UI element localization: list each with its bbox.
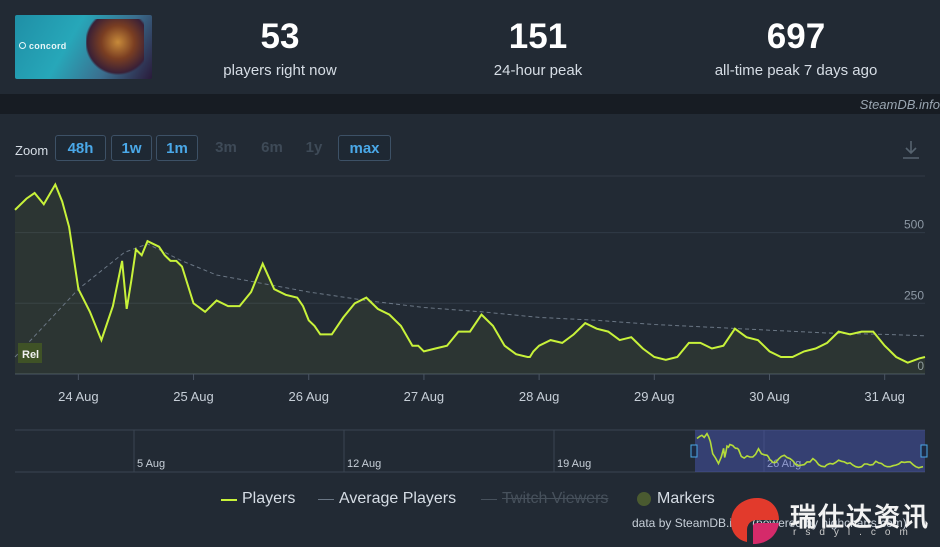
y-axis-ticks: 0 250 500: [904, 218, 924, 373]
zoom-max-button[interactable]: max: [338, 135, 391, 161]
legend-average[interactable]: Average Players: [318, 490, 468, 508]
navigator-tick-label: 12 Aug: [347, 458, 381, 470]
game-logo-text: concord: [29, 41, 67, 51]
game-thumbnail[interactable]: concord: [15, 15, 152, 79]
concord-logo-icon: [19, 42, 26, 49]
character-art: [86, 19, 144, 77]
y-tick-label: 0: [917, 359, 924, 373]
steamdb-brand[interactable]: SteamDB.info: [859, 97, 940, 112]
current-players-stat: 53 players right now: [170, 17, 390, 80]
chart-panel: Zoom 48h 1w 1m 3m 6m 1y max 0 250 500 24 A…: [0, 114, 940, 547]
navigator-selection: [695, 430, 925, 472]
x-tick-label: 31 Aug: [864, 389, 905, 404]
players-area: [15, 184, 925, 374]
navigator-left-handle: [690, 444, 698, 458]
peak-24h-label: 24-hour peak: [493, 62, 583, 79]
release-marker-box: [18, 343, 42, 363]
navigator-tick-label: 19 Aug: [557, 458, 591, 470]
stats-panel: concord 53 players right now 151 24-hour…: [0, 0, 940, 94]
x-tick-label: 28 Aug: [519, 389, 560, 404]
legend-twitch-label: Twitch Viewers: [502, 490, 609, 507]
y-tick-label: 500: [904, 218, 924, 232]
zoom-6m-button[interactable]: 6m: [261, 139, 283, 156]
zoom-48h-button[interactable]: 48h: [55, 135, 106, 161]
markers-dot-icon: [637, 492, 651, 506]
average-players-line: [14, 243, 926, 358]
zoom-1m-button[interactable]: 1m: [156, 135, 198, 161]
player-chart[interactable]: 0 250 500 24 Aug 25 Aug 26 Aug 27 Aug 28 Aug 29…: [0, 114, 940, 547]
legend-twitch[interactable]: Twitch Viewers: [481, 490, 631, 508]
watermark-logo-icon: [731, 498, 779, 544]
legend-markers-label: Markers: [657, 490, 715, 507]
zoom-3m-button[interactable]: 3m: [215, 139, 237, 156]
navigator-tick-label: 5 Aug: [137, 458, 165, 470]
x-axis-ticks: 24 Aug 25 Aug 26 Aug 27 Aug 28 Aug 29 Aug 30 A…: [15, 373, 925, 404]
peak-24h-value: 151: [508, 17, 568, 56]
watermark-subtitle: rsdyl.com: [793, 527, 917, 538]
watermark-title: 瑞仕达资讯: [790, 502, 931, 532]
x-tick-label: 25 Aug: [173, 389, 214, 404]
legend-average-swatch: [318, 499, 334, 500]
x-tick-label: 29 Aug: [634, 389, 675, 404]
navigator-players-line: [696, 432, 924, 469]
legend-average-label: Average Players: [339, 490, 457, 507]
legend-players-swatch: [221, 499, 237, 501]
x-tick-label: 30 Aug: [749, 389, 790, 404]
x-tick-label: 24 Aug: [58, 389, 99, 404]
current-players-label: players right now: [223, 62, 337, 79]
zoom-label: Zoom: [15, 143, 49, 158]
release-marker: Rel: [18, 343, 42, 363]
alltime-peak-label: all-time peak 7 days ago: [714, 62, 878, 79]
legend-players[interactable]: Players: [221, 490, 311, 508]
y-tick-label: 250: [904, 288, 924, 302]
legend-markers[interactable]: Markers: [636, 490, 736, 508]
legend-players-label: Players: [242, 490, 296, 507]
release-marker-label: Rel: [22, 349, 39, 361]
alltime-peak-value: 697: [766, 17, 826, 56]
zoom-1y-button[interactable]: 1y: [305, 139, 323, 156]
x-tick-label: 26 Aug: [288, 389, 329, 404]
current-players-value: 53: [260, 17, 300, 56]
navigator-right-handle: [920, 444, 928, 458]
x-tick-label: 27 Aug: [404, 389, 445, 404]
alltime-peak-stat: 697 all-time peak 7 days ago: [686, 17, 906, 80]
legend-twitch-swatch: [481, 499, 497, 500]
players-line: [14, 182, 926, 364]
download-icon[interactable]: [902, 140, 920, 160]
zoom-1w-button[interactable]: 1w: [111, 135, 152, 161]
peak-24h-stat: 151 24-hour peak: [428, 17, 648, 80]
